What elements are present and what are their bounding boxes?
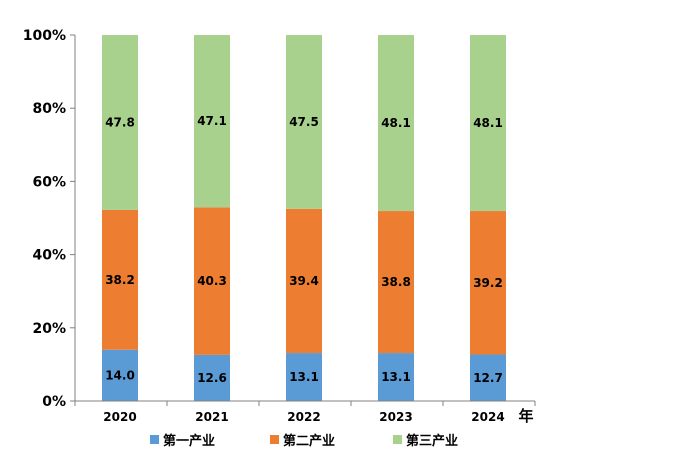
y-tick-label-40pct: 40% [32,248,66,264]
bar-第二产业-2024 [470,211,506,355]
legend-label-第一产业: 第一产业 [163,433,215,449]
legend-swatch-第二产业 [270,435,279,444]
bar-第一产业-2021 [194,354,230,401]
data-label-第一产业-2020: 14.0 [105,368,135,382]
bar-第二产业-2021 [194,207,230,355]
bar-第一产业-2020 [102,349,138,401]
bar-第一产业-2022 [286,353,322,401]
x-tick-label-2020: 2020 [103,410,136,424]
data-label-第二产业-2020: 38.2 [105,273,135,287]
x-axis-label: 年 [518,407,533,425]
bar-第二产业-2020 [102,209,138,350]
y-tick-label-20pct: 20% [32,321,66,337]
data-label-第三产业-2024: 48.1 [473,116,503,130]
data-label-第二产业-2022: 39.4 [289,274,319,288]
axis-layer: 2020 2021 2022 2023 2024 0% 20% 40% 60% 80% 100% 年 [23,28,536,425]
data-labels-layer: 14.0 38.2 47.8 12.6 40.3 47.1 13.1 39.4 47.5 13.1… [105,114,503,385]
data-label-第二产业-2021: 40.3 [197,274,227,288]
data-label-第一产业-2024: 12.7 [473,371,503,385]
bar-第三产业-2024 [470,35,506,212]
x-tick-label-2021: 2021 [195,410,228,424]
bar-第一产业-2024 [470,354,506,401]
legend-label-第二产业: 第二产业 [283,433,335,449]
bar-第三产业-2022 [286,35,322,209]
y-tick-label-100pct: 100% [23,28,66,44]
bars-layer [102,35,506,401]
x-tick-label-2024: 2024 [471,410,504,424]
data-label-第三产业-2020: 47.8 [105,115,135,129]
data-label-第一产业-2022: 13.1 [289,370,319,384]
bar-第二产业-2022 [286,208,322,354]
bar-第二产业-2023 [378,211,414,354]
x-tick-label-2022: 2022 [287,410,320,424]
legend: 第一产业 第二产业 第三产业 [150,433,458,449]
data-label-第三产业-2023: 48.1 [381,116,411,130]
data-label-第一产业-2023: 13.1 [381,370,411,384]
x-tick-label-2023: 2023 [379,410,412,424]
y-tick-label-60pct: 60% [32,174,66,190]
bar-第三产业-2023 [378,35,414,212]
y-tick-label-0pct: 0% [42,394,66,410]
data-label-第三产业-2021: 47.1 [197,114,227,128]
data-label-第二产业-2024: 39.2 [473,276,503,290]
bar-第三产业-2021 [194,35,230,208]
data-label-第三产业-2022: 47.5 [289,115,319,129]
data-label-第一产业-2021: 12.6 [197,371,227,385]
legend-swatch-第三产业 [393,435,402,444]
bar-第三产业-2020 [102,35,138,210]
legend-swatch-第一产业 [150,435,159,444]
legend-label-第三产业: 第三产业 [406,433,458,449]
y-tick-label-80pct: 80% [32,101,66,117]
bar-第一产业-2023 [378,353,414,401]
data-label-第二产业-2023: 38.8 [381,275,411,289]
